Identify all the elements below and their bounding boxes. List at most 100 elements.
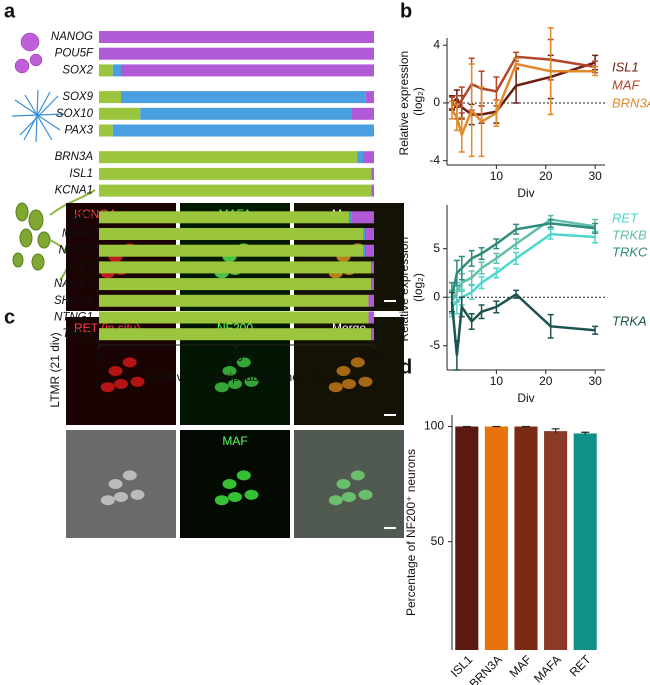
bar-segment <box>99 31 374 43</box>
error-bar <box>513 223 520 235</box>
cell <box>228 378 242 389</box>
bar-segment <box>352 107 374 120</box>
bar <box>455 426 479 650</box>
error-bar <box>547 313 554 339</box>
bar-segment <box>371 261 374 274</box>
bar-segment <box>99 184 372 197</box>
cell <box>214 382 229 393</box>
bar-segment <box>112 124 374 137</box>
legend-label: ISL1 <box>612 59 639 74</box>
bar-segment <box>99 64 113 77</box>
category-label: TRKB <box>62 328 93 340</box>
error-bar <box>493 99 500 127</box>
y-tick-label: 100 <box>424 419 444 433</box>
x-tick-label: BRN3A <box>467 652 505 685</box>
cell <box>214 495 229 506</box>
bar-segment <box>99 91 121 104</box>
error-bar <box>458 255 465 281</box>
error-bar <box>592 66 599 77</box>
category-label: NAV1.7 <box>54 278 94 290</box>
series-line <box>450 292 596 356</box>
y-axis-label: Percentage of NF200⁺ neurons <box>404 449 418 616</box>
error-bar <box>513 251 520 265</box>
bar-segment <box>371 278 374 291</box>
panel-label: b <box>400 0 412 22</box>
cell <box>358 489 373 500</box>
x-tick-label: 10 <box>490 374 504 388</box>
error-bar <box>458 86 465 114</box>
error-bar <box>453 340 460 371</box>
bar-segment <box>99 47 374 60</box>
cell <box>100 382 115 393</box>
y-tick-label: 4 <box>433 37 440 51</box>
cell <box>244 489 259 500</box>
error-bar <box>513 238 520 250</box>
legend-label: BRN3A <box>612 95 650 110</box>
bar-segment <box>99 261 372 274</box>
bar-segment <box>99 167 372 180</box>
panel-label: c <box>4 306 15 328</box>
error-bar <box>453 259 460 287</box>
bar-segment <box>371 184 374 197</box>
panel-label: a <box>4 0 16 22</box>
bar <box>484 426 508 650</box>
legend-label: RET <box>612 210 639 225</box>
x-tick-label: RET <box>567 652 594 679</box>
y-tick-label: -4 <box>429 153 440 167</box>
bar-segment <box>121 91 366 104</box>
side-label: LTMR (21 div) <box>48 332 62 407</box>
bar <box>573 433 597 650</box>
bar-segment <box>140 107 352 120</box>
category-label: PAX3 <box>64 125 93 137</box>
cell <box>350 470 365 481</box>
bar-segment <box>99 294 369 307</box>
cell <box>122 470 137 481</box>
bar-segment <box>99 311 369 324</box>
error-bar <box>468 284 475 300</box>
legend-label: TRKA <box>612 313 647 328</box>
error-bar <box>547 228 554 240</box>
bar-segment <box>368 311 374 324</box>
y-axis-label: Relative expression (log₂) <box>397 47 425 155</box>
bar-segment <box>363 151 374 164</box>
error-bar <box>493 267 500 279</box>
error-bar <box>468 312 475 330</box>
bar-segment <box>99 278 372 291</box>
x-tick-label: MAFA <box>531 652 564 685</box>
cell <box>342 378 356 389</box>
error-bar <box>547 27 554 116</box>
x-tick-label: 30 <box>588 169 602 183</box>
x-tick-label: 10 <box>490 169 504 183</box>
error-bar <box>478 86 485 158</box>
error-bar <box>592 222 599 234</box>
cell <box>350 357 365 368</box>
bar-segment <box>365 228 374 240</box>
y-axis-label: Relative expression (log₂) <box>397 233 425 341</box>
category-label: NTNG1 <box>54 312 93 324</box>
error-bar <box>458 296 465 318</box>
bar-segment <box>363 244 366 257</box>
category-label: ISL1 <box>69 168 93 180</box>
y-tick-label: 0 <box>433 289 440 303</box>
error-bar <box>478 276 485 290</box>
error-bar <box>513 289 520 299</box>
category-label: BRN3A <box>55 151 94 163</box>
cell <box>228 491 242 502</box>
cell <box>336 479 351 489</box>
x-axis-label: Relative transcript abundance (%) <box>146 370 327 384</box>
micrograph-label: MAF <box>222 434 247 448</box>
pluripotent-icon <box>14 32 43 74</box>
bar-segment <box>99 151 358 164</box>
cell <box>130 489 145 500</box>
error-bar <box>513 57 520 71</box>
error-bar <box>493 300 500 314</box>
bar-segment <box>121 64 374 77</box>
bar-segment <box>365 91 374 104</box>
x-tick-label: 20 <box>539 169 553 183</box>
bar-segment <box>368 294 374 307</box>
y-tick-label: 5 <box>433 241 440 255</box>
bar <box>514 426 538 650</box>
cell <box>122 357 137 368</box>
bar-segment <box>357 151 363 164</box>
